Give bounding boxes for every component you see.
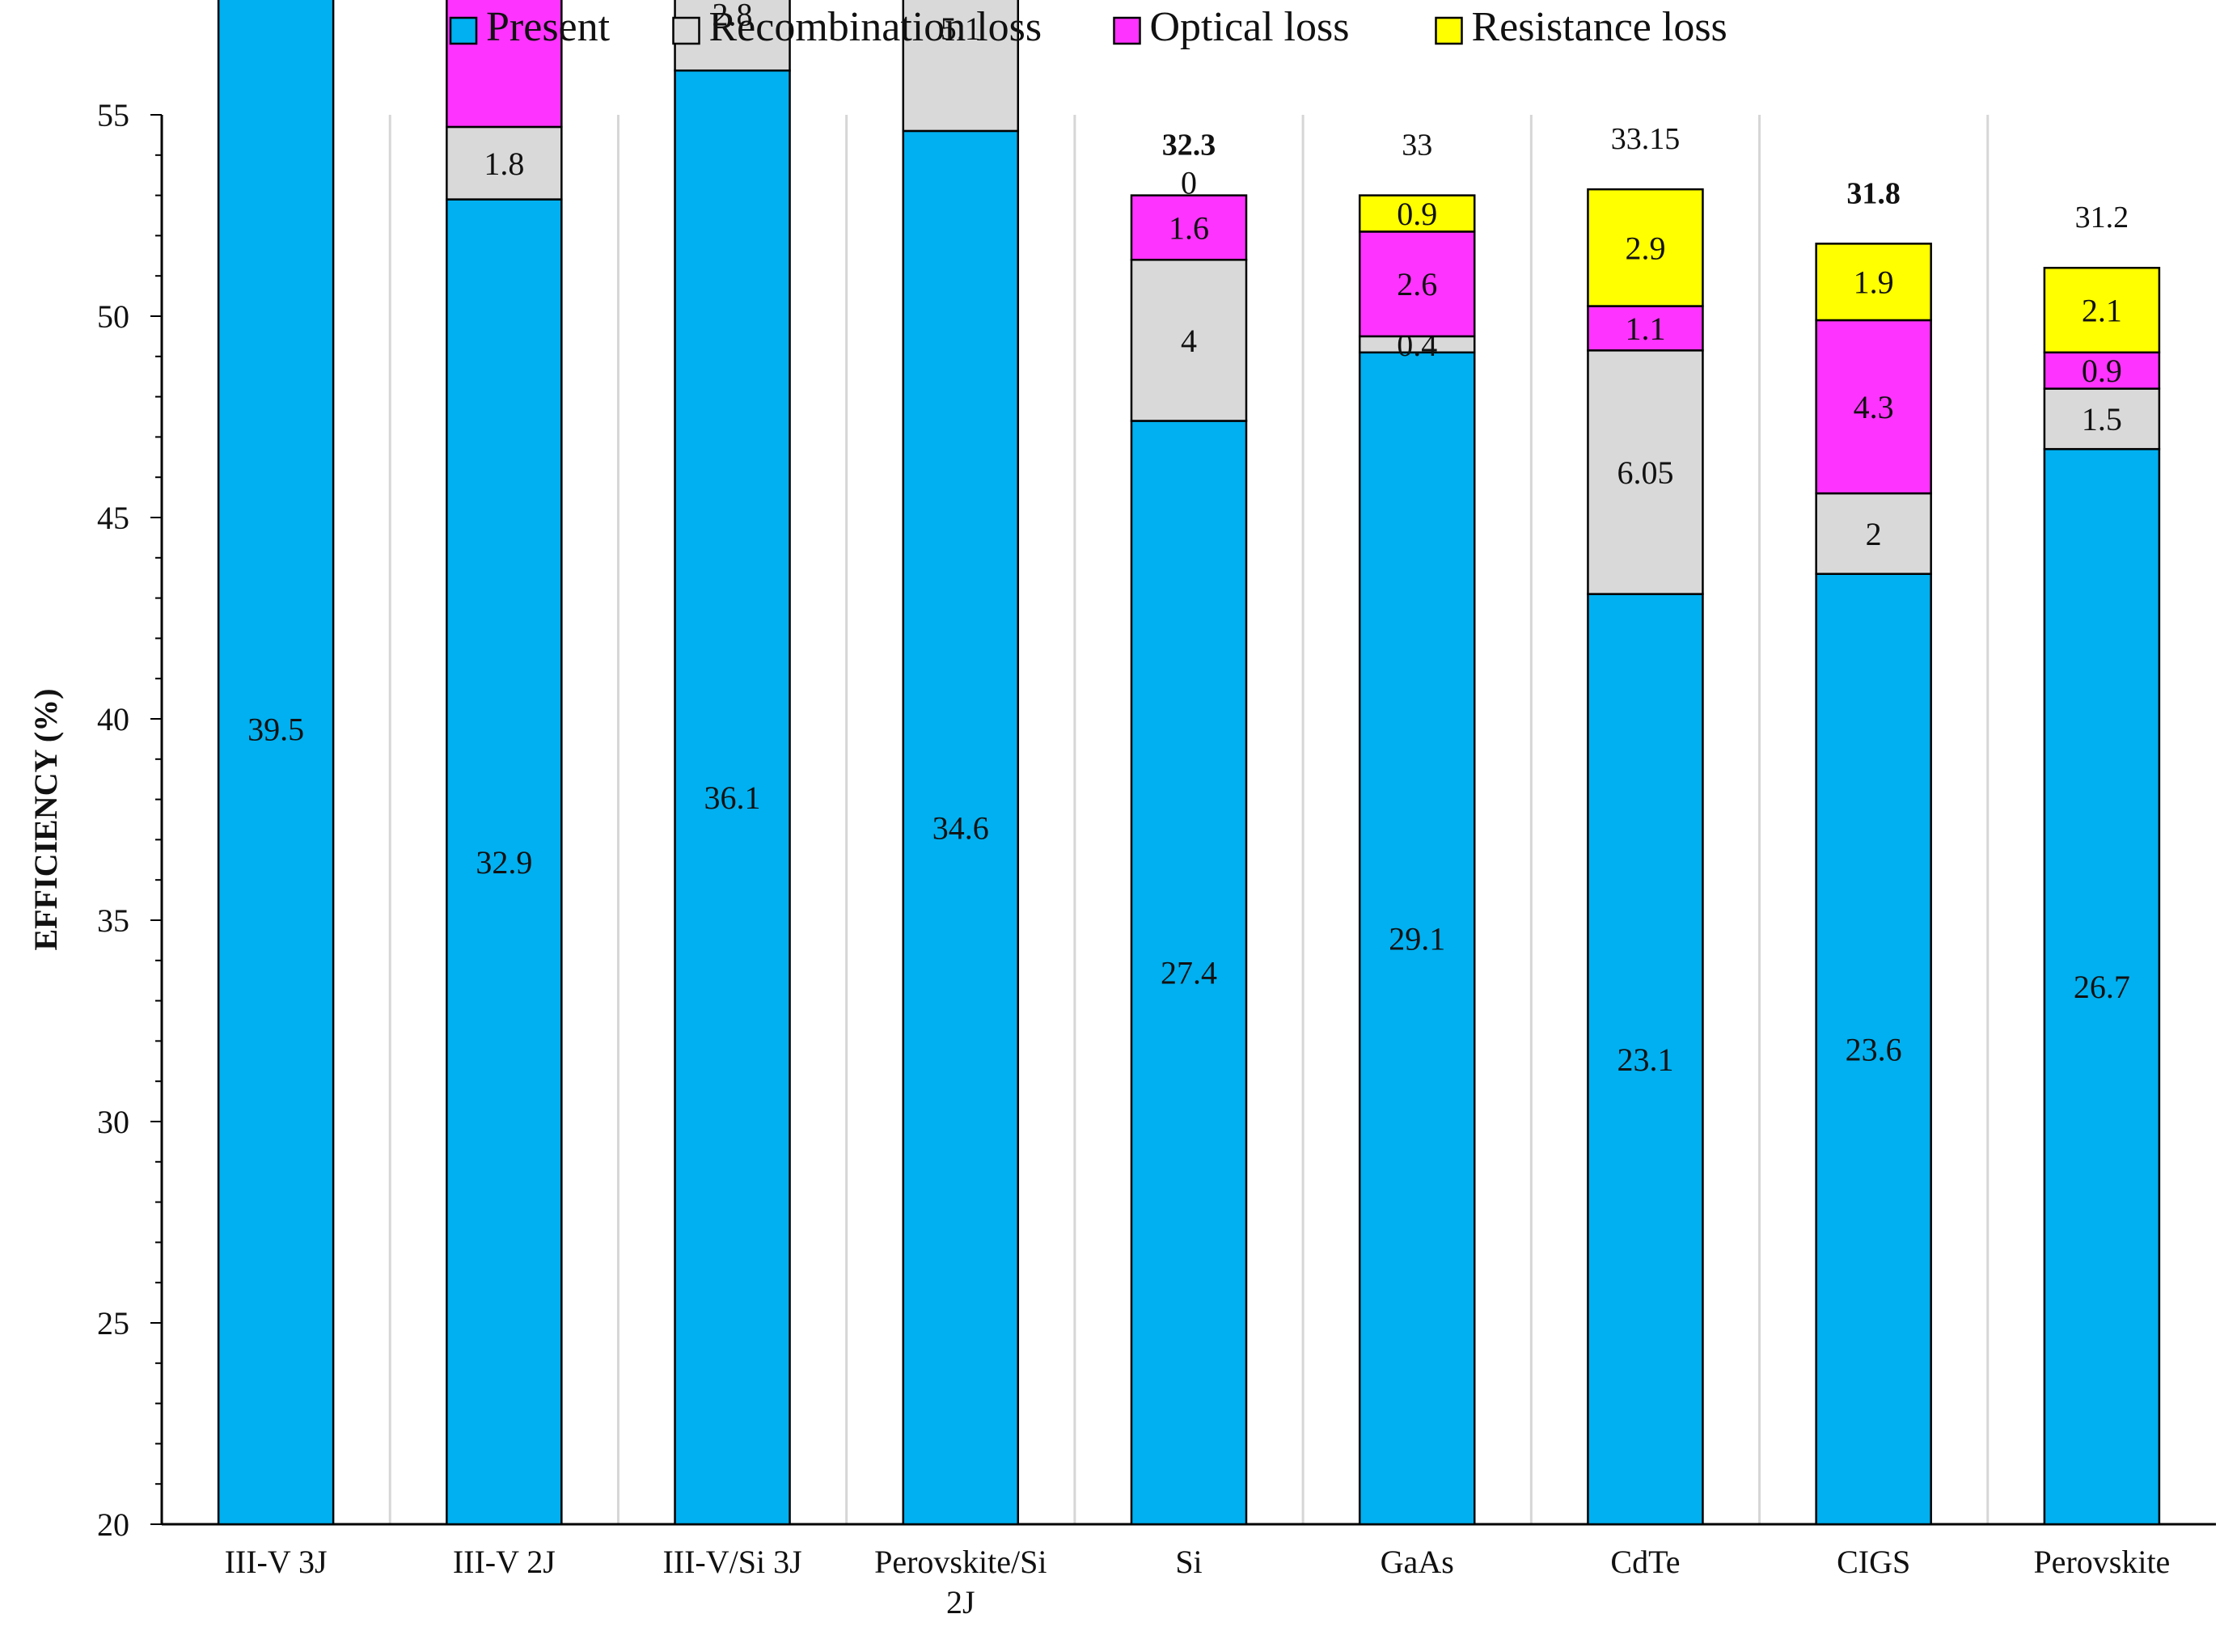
bar-segment-label: 1.5	[2082, 401, 2122, 437]
bar-segment	[1130, 420, 1248, 1526]
bar-segment	[1358, 194, 1476, 233]
bar-segment	[1587, 593, 1704, 1526]
bar-segment	[902, 0, 1020, 133]
legend-label: Recombination loss	[709, 4, 1042, 50]
x-category-label: Perovskite	[2033, 1544, 2170, 1580]
x-category-label: III-V 2J	[453, 1544, 556, 1580]
bar-segment-label: 34.6	[932, 809, 989, 846]
bar-segment-label: 4	[1181, 323, 1197, 359]
y-axis-title: EFFICIENCY (%)	[27, 688, 64, 950]
bar-segment	[1815, 243, 1932, 322]
bar-segment-label: 4.3	[1854, 389, 1894, 425]
bar-segment-label: 27.4	[1161, 955, 1217, 991]
bar-segment	[1358, 230, 1476, 338]
bar-segment	[217, 0, 335, 1526]
bar-segment	[1130, 259, 1248, 422]
y-tick-label: 40	[97, 701, 129, 737]
bar-segment-label: 1.9	[1854, 264, 1894, 301]
bar-segment-label: 5.1	[941, 11, 981, 47]
x-category-label: GaAs	[1381, 1544, 1454, 1580]
bar-total-label: 31.8	[1846, 176, 1901, 210]
bar-segment-label: 2.6	[1397, 266, 1437, 302]
legend-label: Optical loss	[1150, 4, 1350, 50]
bar-segment-label: 0	[1181, 165, 1197, 201]
bar-segment-label: 6.05	[1617, 454, 1673, 491]
bar-segment	[1130, 194, 1248, 261]
legend-swatch	[449, 16, 478, 45]
bar-segment	[902, 129, 1020, 1526]
x-category-label: Si	[1175, 1544, 1202, 1580]
bar-total-label: 31.2	[2075, 201, 2129, 234]
bar-segment-label: 39.5	[247, 711, 304, 747]
bar-total-label: 32.3	[1162, 129, 1216, 163]
bar-segment-label: 2.1	[2082, 293, 2122, 329]
bar-segment	[446, 198, 563, 1526]
bar-segment-label: 1.6	[1169, 209, 1209, 246]
y-tick-label: 55	[97, 97, 129, 133]
y-tick-label: 35	[97, 902, 129, 939]
y-tick-label: 25	[97, 1305, 129, 1341]
bar-segment	[2043, 448, 2161, 1526]
bar-segment-label: 1.1	[1625, 311, 1665, 347]
bar-segment-label: 1.8	[484, 146, 524, 182]
legend-label: Present	[486, 4, 611, 50]
y-tick-label: 45	[97, 500, 129, 536]
bar-segment	[1587, 305, 1704, 352]
bar-segment-label: 36.1	[704, 780, 761, 816]
bar-segment-label: 2	[1866, 516, 1882, 552]
bar-segment	[2043, 387, 2161, 450]
y-tick-label: 30	[97, 1104, 129, 1140]
x-category-label: CIGS	[1837, 1544, 1910, 1580]
bar-segment	[1358, 351, 1476, 1526]
x-category-label: III-V/Si 3J	[662, 1544, 801, 1580]
bar-segment	[1587, 349, 1704, 595]
bar-segment-label: 23.6	[1846, 1031, 1902, 1067]
bar-segment-label: 2.9	[1625, 230, 1665, 266]
legend-swatch	[672, 16, 700, 45]
bar-segment-label: 26.7	[2074, 969, 2130, 1005]
bar-segment	[1587, 188, 1704, 307]
bar-segment-label: 2.8	[713, 0, 753, 33]
y-tick-label: 20	[97, 1506, 129, 1543]
legend-swatch	[1435, 16, 1463, 45]
bar-segment-label: 23.1	[1617, 1041, 1673, 1078]
x-category-label: CdTe	[1610, 1544, 1680, 1580]
x-category-label: Perovskite/Si	[874, 1544, 1047, 1580]
x-category-label: III-V 3J	[225, 1544, 328, 1580]
legend-swatch	[1113, 16, 1141, 45]
bar-segment	[1815, 492, 1932, 575]
bar-total-label: 33.15	[1611, 122, 1681, 156]
legend-label: Resistance loss	[1472, 4, 1727, 50]
bar-segment-label: 0.9	[1397, 196, 1437, 232]
bar-segment-label: 32.9	[476, 844, 532, 881]
bar-segment-label: 29.1	[1389, 920, 1445, 957]
y-tick-label: 50	[97, 298, 129, 335]
x-category-label-line2: 2J	[946, 1584, 975, 1620]
bar-segment	[446, 125, 563, 201]
bar-segment-label: 0.9	[2082, 353, 2122, 389]
bar-segment	[674, 69, 791, 1526]
bar-segment	[2043, 266, 2161, 354]
bar-total-label: 33	[1402, 129, 1432, 163]
